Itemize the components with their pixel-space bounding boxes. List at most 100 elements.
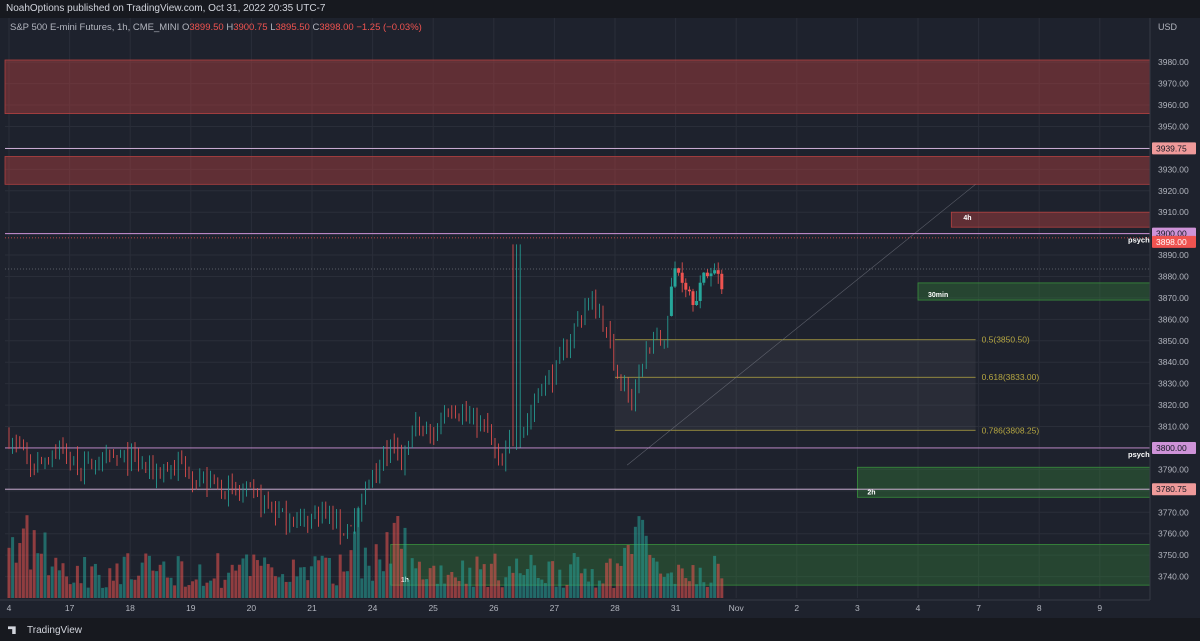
price-badge [1152, 142, 1196, 155]
volume-bar [39, 553, 43, 598]
volume-bar [363, 547, 367, 598]
volume-bar [360, 578, 364, 598]
zone-label: 2h [867, 489, 875, 496]
volume-bar [457, 581, 461, 598]
price-badge [1152, 235, 1196, 248]
volume-bar [587, 581, 591, 598]
volume-bar [687, 581, 691, 598]
demand-zone [917, 282, 1151, 301]
symbol-name: S&P 500 E-mini Futures, 1h, CME_MINI [10, 22, 180, 33]
volume-bar [32, 530, 36, 598]
volume-bar [270, 567, 274, 598]
volume-bar [666, 573, 670, 598]
close-value: 3898.00 [319, 22, 354, 33]
volume-bar [489, 563, 493, 598]
fib-box [615, 339, 976, 431]
volume-bar [439, 565, 443, 598]
price-badge-label: 3898.00 [1156, 237, 1187, 247]
price-tick-label: 3950.00 [1158, 121, 1189, 131]
volume-bar [111, 580, 115, 598]
volume-bar [497, 580, 501, 598]
volume-bar [446, 574, 450, 598]
price-tick-label: 3820.00 [1158, 400, 1189, 410]
volume-bar [673, 583, 677, 598]
volume-bar [144, 553, 148, 598]
volume-bar [97, 574, 101, 598]
volume-bar [227, 572, 231, 598]
volume-bar [266, 563, 270, 598]
volume-bar [119, 584, 123, 598]
footer-bar [0, 618, 1200, 641]
volume-bar [630, 554, 634, 598]
volume-bar [57, 570, 61, 598]
volume-bar [68, 584, 72, 598]
price-tick-label: 3840.00 [1158, 357, 1189, 367]
fib-label: 0.618(3833.00) [982, 372, 1040, 382]
volume-bar [432, 565, 436, 598]
price-tick-label: 3880.00 [1158, 271, 1189, 281]
volume-bar [50, 566, 54, 598]
volume-bar [320, 555, 324, 598]
volume-bar [83, 557, 87, 598]
time-tick-label: 9 [1097, 603, 1102, 613]
time-tick-label: Nov [729, 603, 745, 613]
volume-bar [565, 584, 569, 598]
price-tick-label: 3910.00 [1158, 207, 1189, 217]
volume-bar [317, 560, 321, 598]
volume-bar [75, 565, 79, 598]
volume-bar [248, 576, 252, 598]
symbol-legend: S&P 500 E-mini Futures, 1h, CME_MINI O38… [10, 22, 422, 33]
volume-bar [147, 555, 151, 598]
volume-bar [507, 566, 511, 598]
volume-bar [191, 581, 195, 598]
candle-body [713, 270, 717, 274]
price-tick-label: 3860.00 [1158, 314, 1189, 324]
volume-bar [608, 558, 612, 598]
volume-bar [637, 516, 641, 598]
volume-bar [601, 583, 605, 598]
price-badge-label: 3780.75 [1156, 484, 1187, 494]
volume-bar [180, 561, 184, 598]
time-tick-label: 20 [247, 603, 257, 613]
volume-bar [403, 527, 407, 598]
volume-bar [302, 567, 306, 598]
volume-bar [61, 563, 65, 598]
price-tick-label: 3970.00 [1158, 79, 1189, 89]
volume-bar [212, 578, 216, 598]
volume-bar [273, 576, 277, 598]
volume-bar [313, 556, 317, 598]
volume-bar [558, 569, 562, 598]
volume-bar [590, 569, 594, 598]
volume-bar [680, 568, 684, 598]
time-tick-label: 4 [7, 603, 12, 613]
low-value: 3895.50 [275, 22, 310, 33]
volume-bar [713, 555, 717, 598]
volume-bar [104, 587, 108, 598]
price-tick-label: 3770.00 [1158, 507, 1189, 517]
volume-bar [367, 565, 371, 598]
supply-zone [4, 59, 1151, 114]
volume-bar [623, 547, 627, 598]
volume-bar [421, 579, 425, 598]
volume-bar [551, 561, 555, 598]
volume-bar [209, 580, 213, 598]
fib-label: 0.786(3808.25) [982, 425, 1040, 435]
volume-bar [641, 519, 645, 598]
candle-body [705, 272, 709, 277]
candle-body [698, 282, 702, 301]
volume-bar [281, 574, 285, 598]
volume-bar [43, 532, 47, 598]
volume-bar [572, 553, 576, 598]
tradingview-logo[interactable]: TradingView [8, 625, 82, 636]
volume-bar [414, 568, 418, 598]
volume-bar [677, 564, 681, 598]
volume-bar [461, 560, 465, 598]
price-axis-bg [1150, 18, 1200, 618]
volume-bar [176, 556, 180, 598]
volume-bar [252, 554, 256, 598]
volume-bar [7, 547, 11, 598]
volume-bar [306, 580, 310, 598]
time-tick-label: 3 [855, 603, 860, 613]
price-tick-label: 3740.00 [1158, 572, 1189, 582]
